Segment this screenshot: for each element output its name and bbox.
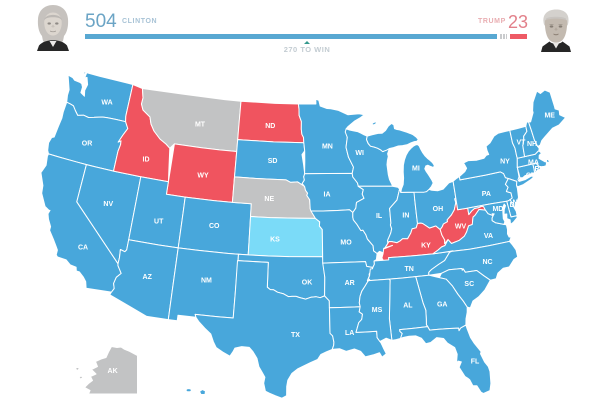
svg-text:WV: WV bbox=[455, 224, 467, 231]
svg-text:IA: IA bbox=[324, 192, 331, 199]
svg-text:AL: AL bbox=[403, 303, 413, 310]
svg-text:SD: SD bbox=[268, 158, 278, 165]
svg-text:WY: WY bbox=[197, 173, 209, 180]
svg-text:WI: WI bbox=[355, 150, 364, 157]
svg-text:ME: ME bbox=[544, 112, 555, 119]
svg-text:MA: MA bbox=[528, 160, 539, 167]
svg-text:CT: CT bbox=[526, 173, 536, 180]
svg-text:TN: TN bbox=[405, 266, 414, 273]
svg-text:MO: MO bbox=[340, 240, 352, 247]
svg-text:AR: AR bbox=[345, 280, 355, 287]
svg-text:UT: UT bbox=[154, 219, 164, 226]
svg-text:VA: VA bbox=[484, 233, 493, 240]
svg-text:WA: WA bbox=[101, 100, 112, 107]
svg-text:CA: CA bbox=[78, 245, 88, 252]
svg-text:FL: FL bbox=[471, 359, 480, 366]
svg-text:SC: SC bbox=[464, 281, 474, 288]
svg-text:MT: MT bbox=[195, 122, 206, 129]
svg-text:GA: GA bbox=[437, 301, 448, 308]
svg-text:IL: IL bbox=[376, 213, 383, 220]
svg-text:AZ: AZ bbox=[143, 274, 153, 281]
svg-text:ID: ID bbox=[143, 157, 150, 164]
svg-text:RI: RI bbox=[535, 166, 542, 173]
svg-text:IN: IN bbox=[402, 213, 409, 220]
svg-text:NM: NM bbox=[201, 277, 212, 284]
svg-text:NJ: NJ bbox=[513, 200, 522, 207]
svg-text:OH: OH bbox=[433, 206, 444, 213]
svg-text:LA: LA bbox=[345, 330, 354, 337]
svg-text:KY: KY bbox=[421, 242, 431, 249]
svg-text:MD: MD bbox=[492, 206, 503, 213]
svg-text:VT: VT bbox=[517, 140, 527, 147]
svg-text:MN: MN bbox=[322, 144, 333, 151]
svg-text:NV: NV bbox=[103, 201, 113, 208]
svg-text:ND: ND bbox=[265, 123, 275, 130]
svg-text:NY: NY bbox=[500, 159, 510, 166]
svg-text:NE: NE bbox=[264, 196, 274, 203]
svg-text:MI: MI bbox=[412, 166, 420, 173]
svg-text:PA: PA bbox=[482, 191, 491, 198]
svg-text:OR: OR bbox=[82, 141, 93, 148]
svg-text:DE: DE bbox=[510, 202, 520, 209]
svg-text:CO: CO bbox=[209, 223, 220, 230]
svg-text:TX: TX bbox=[291, 332, 300, 339]
svg-text:AK: AK bbox=[108, 368, 118, 375]
svg-text:MS: MS bbox=[372, 307, 383, 314]
svg-text:NC: NC bbox=[482, 259, 492, 266]
svg-text:KS: KS bbox=[270, 237, 280, 244]
svg-text:NH: NH bbox=[527, 141, 537, 148]
svg-text:OK: OK bbox=[302, 280, 313, 287]
